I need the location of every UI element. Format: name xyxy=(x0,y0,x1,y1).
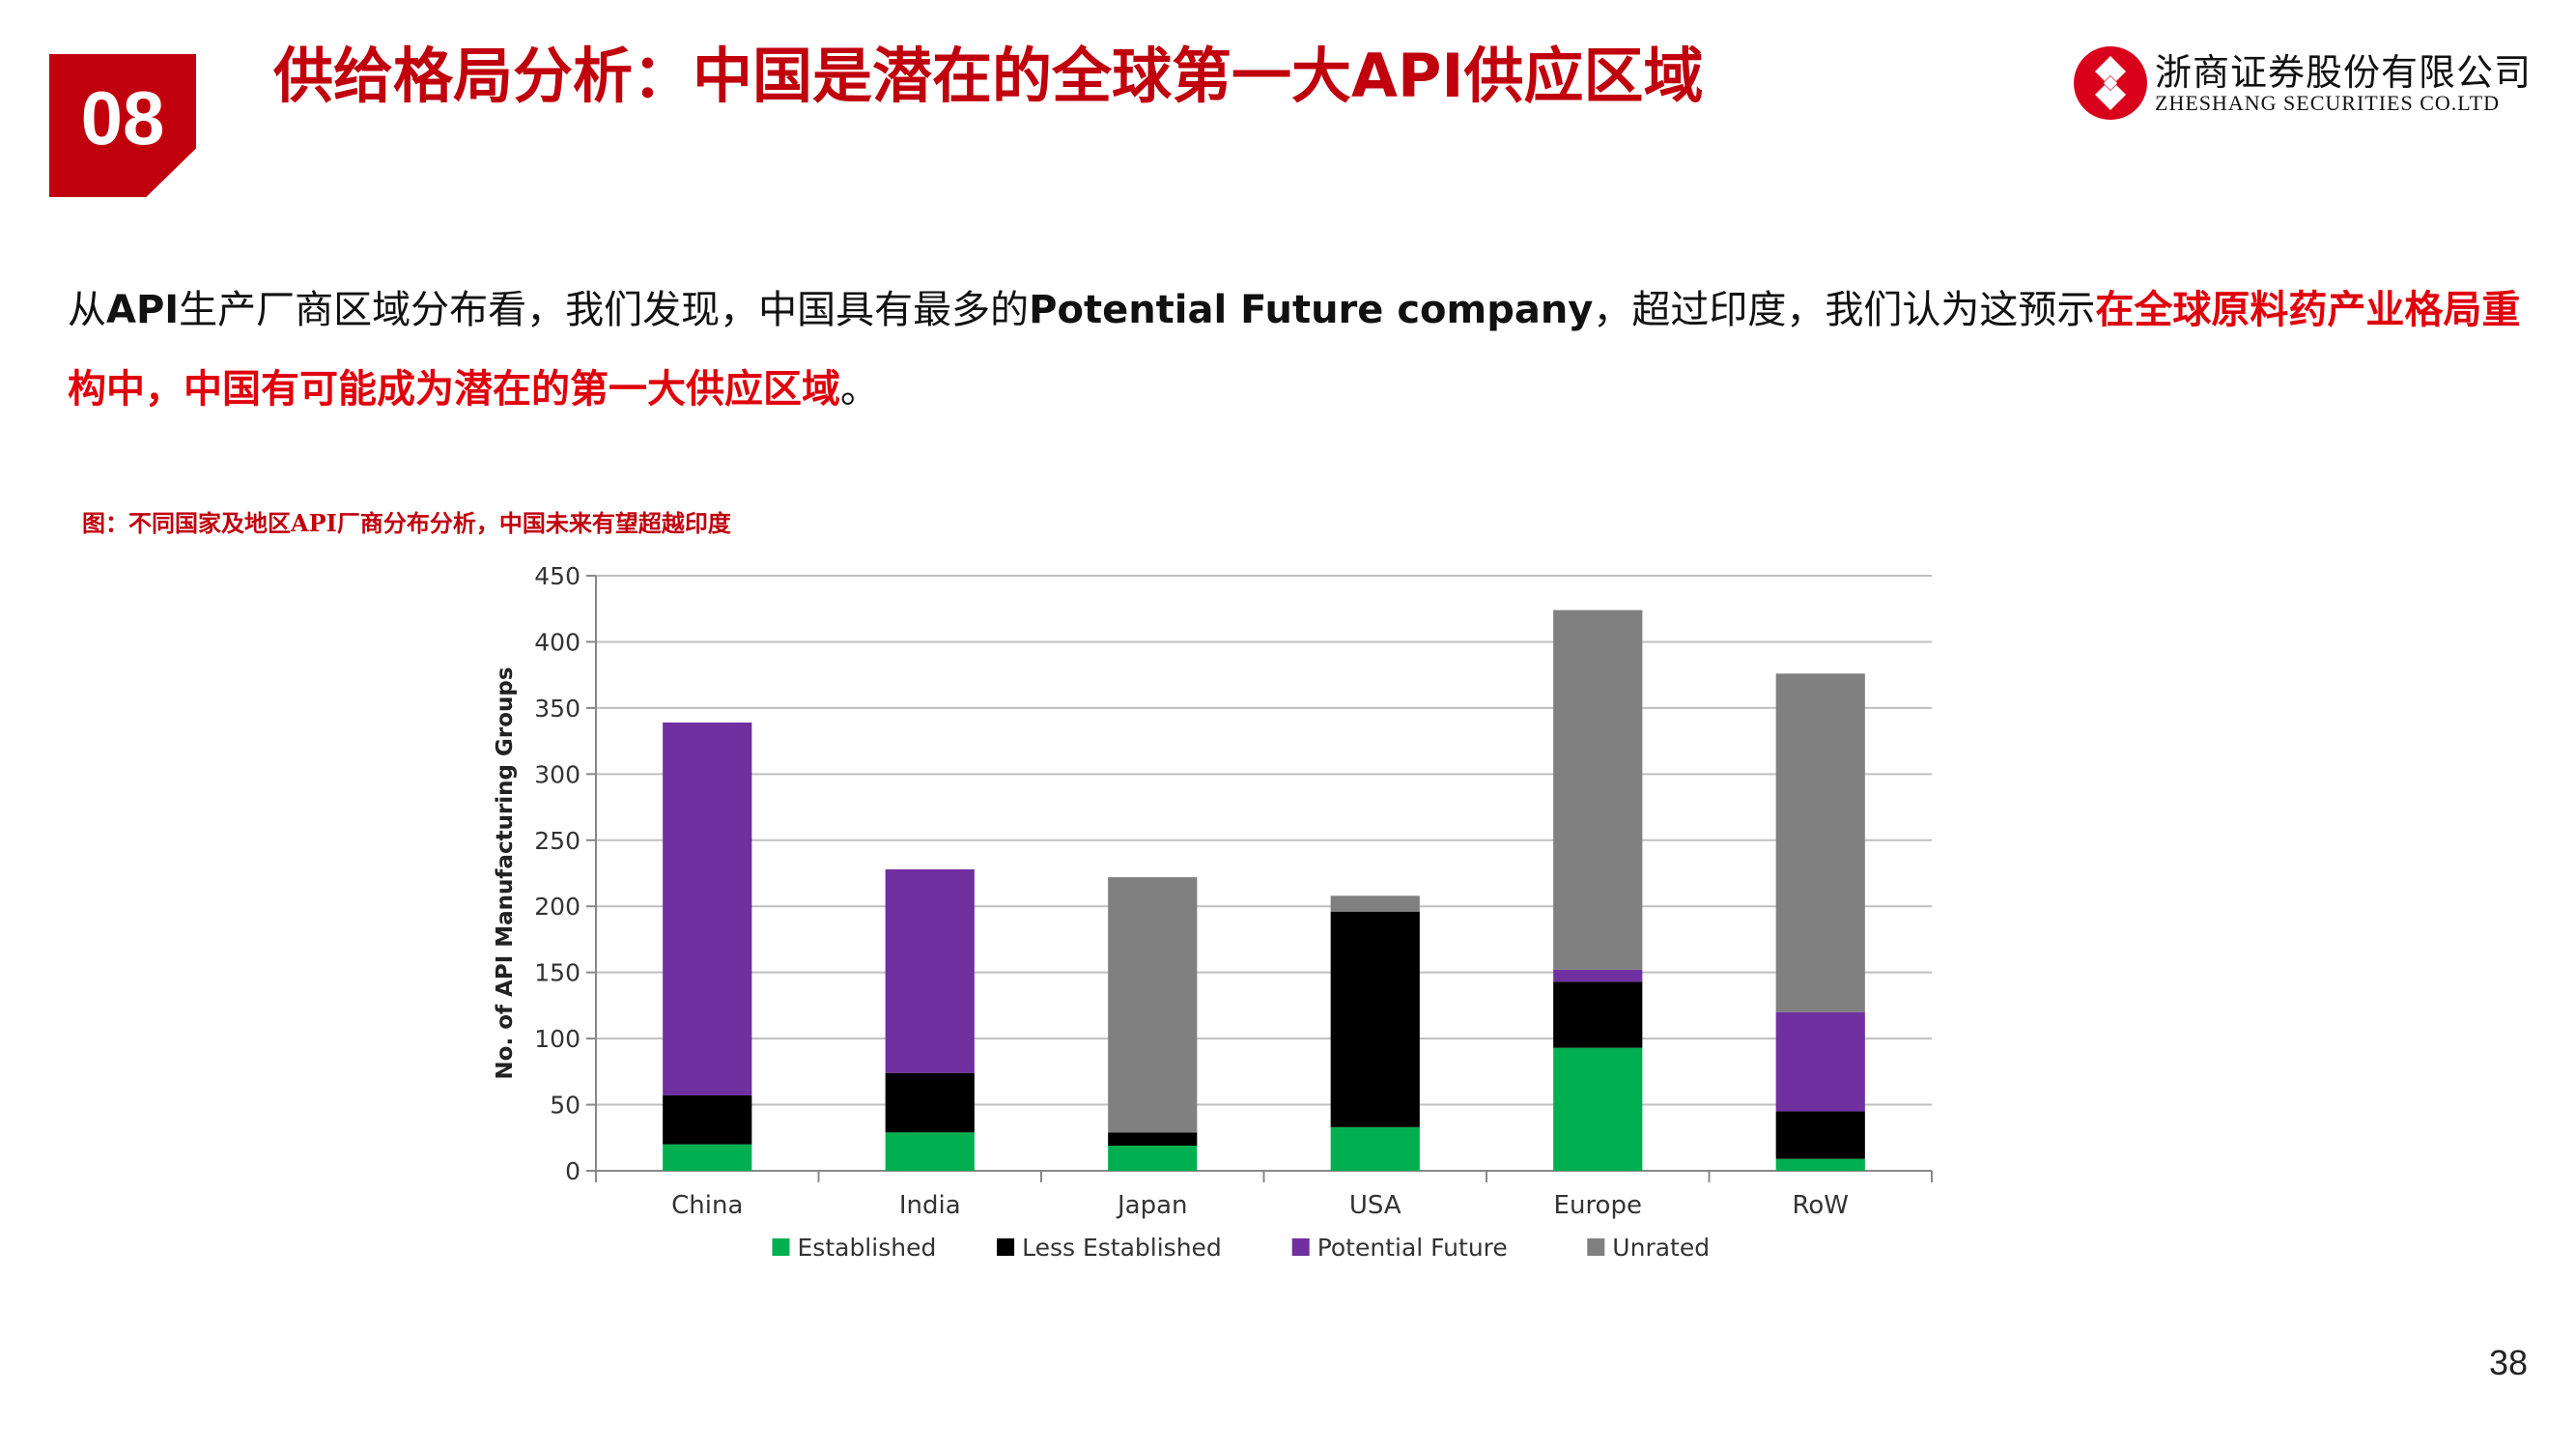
bar-usa-established xyxy=(1330,1126,1420,1171)
legend-swatch xyxy=(997,1238,1015,1256)
bar-row-established xyxy=(1775,1158,1865,1171)
x-category-label: USA xyxy=(1349,1191,1401,1220)
legend-swatch xyxy=(1587,1238,1605,1256)
x-category-label: RoW xyxy=(1792,1191,1849,1220)
bar-europe-less-established xyxy=(1553,981,1643,1048)
y-tick-label: 150 xyxy=(534,959,580,987)
bar-china-potential-future xyxy=(663,722,752,1095)
bar-europe-potential-future xyxy=(1553,969,1643,982)
y-tick-label: 250 xyxy=(534,827,580,855)
y-tick-label: 0 xyxy=(565,1157,580,1185)
y-tick-label: 200 xyxy=(534,893,580,921)
body-text-3: ，超过印度，我们认为这预示 xyxy=(1593,288,2096,332)
y-tick-label: 100 xyxy=(534,1025,580,1053)
zheshang-logo-icon xyxy=(2074,46,2147,120)
y-tick-label: 450 xyxy=(534,562,580,590)
bar-usa-less-established xyxy=(1330,911,1420,1127)
slide-title: 供给格局分析：中国是潜在的全球第一大API供应区域 xyxy=(273,41,1704,111)
bar-india-less-established xyxy=(885,1072,975,1133)
y-axis-label: No. of API Manufacturing Groups xyxy=(493,667,518,1079)
bar-usa-unrated xyxy=(1330,895,1420,912)
page-number: 38 xyxy=(2488,1343,2528,1382)
legend-label: Established xyxy=(798,1234,937,1262)
bar-row-potential-future xyxy=(1775,1011,1865,1112)
bar-india-potential-future xyxy=(885,868,975,1073)
y-tick-label: 350 xyxy=(534,695,580,723)
x-category-label: China xyxy=(671,1191,743,1220)
body-text-2: 生产厂商区域分布看，我们发现，中国具有最多的 xyxy=(179,288,1030,332)
y-tick-label: 50 xyxy=(550,1092,580,1120)
x-category-label: Europe xyxy=(1554,1191,1642,1220)
bar-japan-unrated xyxy=(1108,877,1198,1133)
bar-row-less-established xyxy=(1775,1111,1865,1159)
bar-europe-unrated xyxy=(1553,610,1643,970)
body-text-highlight: 在全球原料药产业格局重构中，中国有可能成为潜在的第一大供应区域 xyxy=(68,287,2521,412)
y-tick-label: 300 xyxy=(534,760,580,788)
body-text-end: 。 xyxy=(840,367,879,412)
body-text-api: API xyxy=(106,288,180,332)
legend-swatch xyxy=(1291,1238,1310,1256)
body-paragraph: 从API生产厂商区域分布看，我们发现，中国具有最多的Potential Futu… xyxy=(68,270,2521,429)
company-name-cn: 浙商证券股份有限公司 xyxy=(2155,51,2533,94)
figure-caption: 图：不同国家及地区API厂商分布分析，中国未来有望超越印度 xyxy=(82,509,731,537)
y-tick-label: 400 xyxy=(534,628,580,656)
legend-label: Potential Future xyxy=(1317,1234,1508,1262)
api-manufacturers-stacked-bar-chart: 0 50 100 150 200 250 300 350 400 450 China India Jap… xyxy=(493,562,1933,1262)
section-number-badge: 08 xyxy=(49,54,196,197)
body-text-company: Potential Future company xyxy=(1029,288,1594,332)
bar-japan-established xyxy=(1108,1145,1198,1171)
body-text-1: 从 xyxy=(68,288,106,332)
bar-india-established xyxy=(885,1132,975,1171)
bar-china-established xyxy=(663,1144,752,1171)
legend-label: Unrated xyxy=(1612,1234,1710,1262)
bar-europe-established xyxy=(1553,1047,1643,1171)
company-logo: 浙商证券股份有限公司 ZHESHANG SECURITIES CO.LTD xyxy=(2072,41,2531,128)
x-category-label: India xyxy=(899,1191,961,1220)
bar-japan-less-established xyxy=(1108,1132,1198,1146)
bar-row-unrated xyxy=(1775,673,1865,1012)
section-number: 08 xyxy=(80,74,165,160)
bar-china-less-established xyxy=(663,1094,752,1145)
x-category-label: Japan xyxy=(1116,1191,1188,1220)
company-name-en: ZHESHANG SECURITIES CO.LTD xyxy=(2155,91,2501,115)
legend-label: Less Established xyxy=(1022,1234,1222,1262)
legend-swatch xyxy=(772,1238,790,1256)
